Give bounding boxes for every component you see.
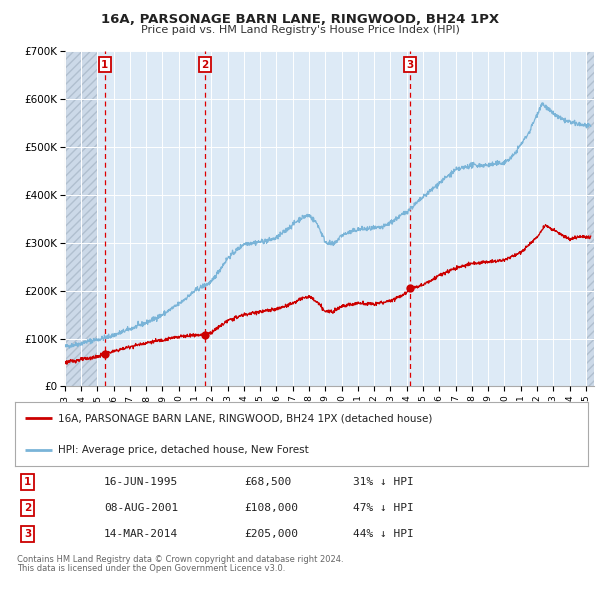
Text: £108,000: £108,000 <box>244 503 298 513</box>
Text: £68,500: £68,500 <box>244 477 292 487</box>
Text: 31% ↓ HPI: 31% ↓ HPI <box>353 477 414 487</box>
Text: £205,000: £205,000 <box>244 529 298 539</box>
Bar <box>65 51 97 386</box>
Text: HPI: Average price, detached house, New Forest: HPI: Average price, detached house, New … <box>58 445 309 455</box>
Text: 3: 3 <box>24 529 31 539</box>
Text: 2: 2 <box>201 60 208 70</box>
Text: This data is licensed under the Open Government Licence v3.0.: This data is licensed under the Open Gov… <box>17 564 285 573</box>
Text: Contains HM Land Registry data © Crown copyright and database right 2024.: Contains HM Land Registry data © Crown c… <box>17 555 343 563</box>
Bar <box>586 51 594 386</box>
Text: 16-JUN-1995: 16-JUN-1995 <box>104 477 178 487</box>
Text: 16A, PARSONAGE BARN LANE, RINGWOOD, BH24 1PX (detached house): 16A, PARSONAGE BARN LANE, RINGWOOD, BH24… <box>58 414 433 423</box>
Text: 3: 3 <box>406 60 413 70</box>
Text: Price paid vs. HM Land Registry's House Price Index (HPI): Price paid vs. HM Land Registry's House … <box>140 25 460 35</box>
Text: 1: 1 <box>101 60 109 70</box>
Text: 47% ↓ HPI: 47% ↓ HPI <box>353 503 414 513</box>
Text: 1: 1 <box>24 477 31 487</box>
Text: 44% ↓ HPI: 44% ↓ HPI <box>353 529 414 539</box>
Text: 14-MAR-2014: 14-MAR-2014 <box>104 529 178 539</box>
Text: 2: 2 <box>24 503 31 513</box>
Text: 08-AUG-2001: 08-AUG-2001 <box>104 503 178 513</box>
Text: 16A, PARSONAGE BARN LANE, RINGWOOD, BH24 1PX: 16A, PARSONAGE BARN LANE, RINGWOOD, BH24… <box>101 13 499 26</box>
